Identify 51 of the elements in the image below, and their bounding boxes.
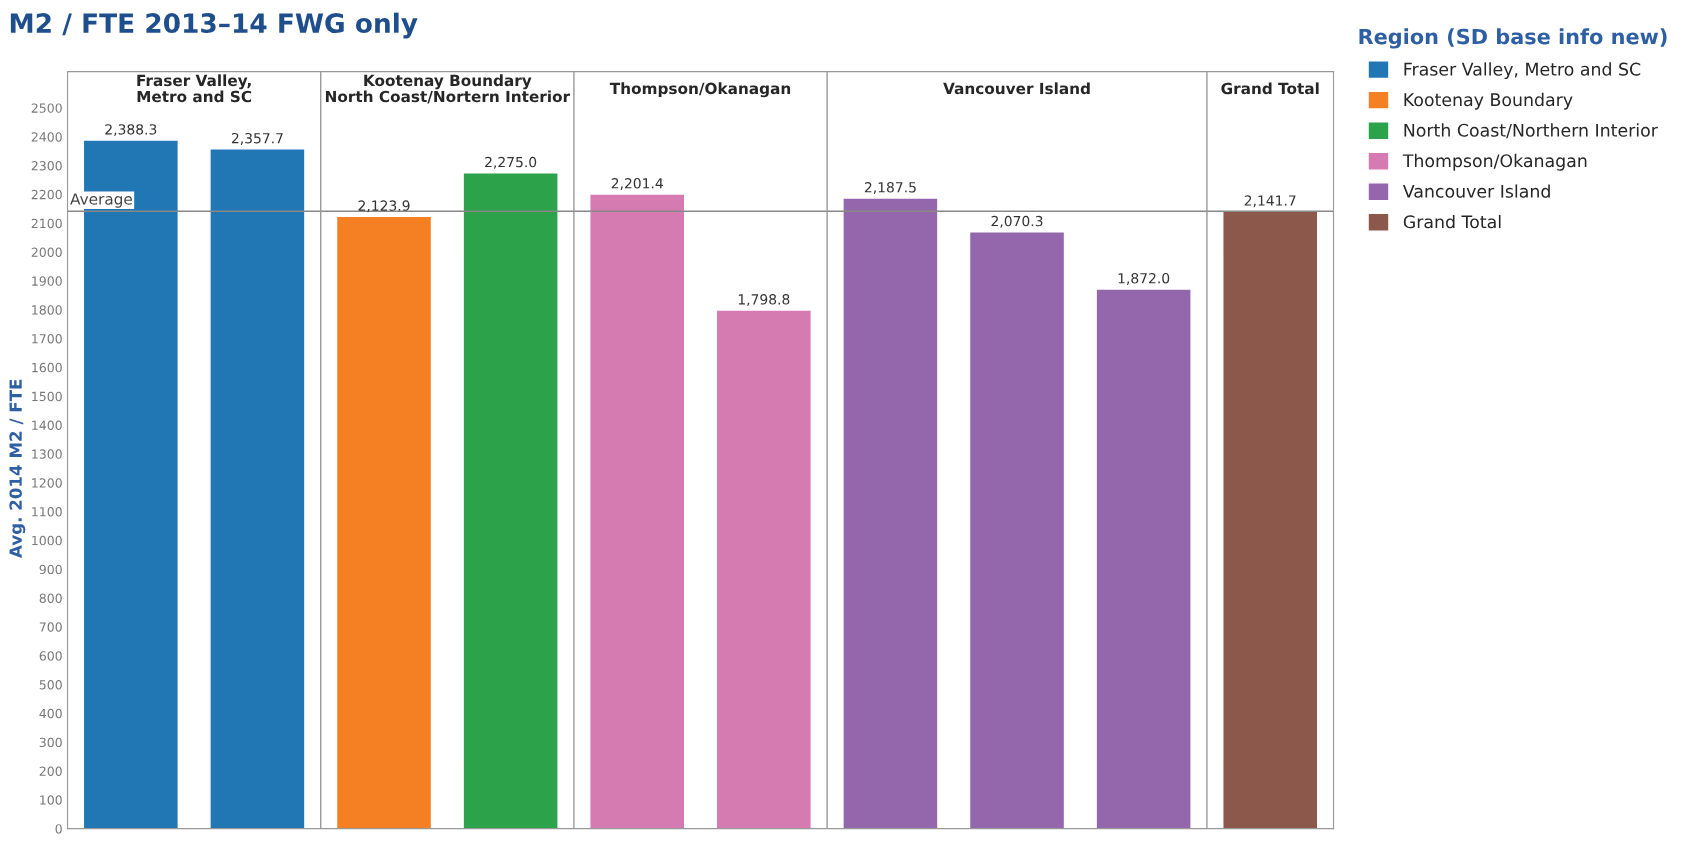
y-tick-label: 900 [39, 564, 62, 575]
y-tick-label: 100 [40, 795, 62, 805]
y-tick-label: 1700 [32, 334, 62, 344]
y-tick-label: 2400 [31, 132, 62, 142]
y-tick-label: 1200 [32, 478, 62, 488]
y-tick-label: 600 [39, 651, 62, 661]
y-tick-label: 2000 [31, 247, 62, 257]
data-label: 2,070.3 [991, 215, 1043, 228]
legend-title: Region (SD base info new) [1359, 28, 1667, 49]
y-axis-title: Avg. 2014 M2 / FTE [9, 379, 26, 558]
y-tick-label: 400 [39, 708, 62, 719]
data-label: 2,201.4 [611, 178, 663, 190]
legend-label: Kootenay Boundary [1404, 92, 1573, 110]
y-tick-label: 2200 [31, 189, 62, 200]
text: Kootenay Boundary North Coast/Nortern Interior [325, 74, 571, 104]
text: Grand Total [1221, 82, 1319, 95]
y-tick-label: 1100 [32, 507, 62, 517]
y-tick-label: 1400 [32, 420, 62, 430]
y-tick-label: 1000 [32, 535, 62, 546]
y-tick-label: 1900 [32, 276, 62, 286]
y-tick-label: 1300 [32, 449, 62, 459]
y-tick-label: 1500 [32, 391, 62, 402]
text: Fraser Valley, Metro and SC [137, 74, 252, 103]
data-label: 2,123.9 [358, 200, 410, 213]
data-label: 2,141.7 [1244, 195, 1296, 208]
y-tick-label: 0 [55, 824, 62, 834]
y-tick-label: 800 [39, 593, 62, 603]
data-label: 2,357.7 [231, 132, 283, 145]
data-label: 1,872.0 [1118, 272, 1170, 285]
y-tick-label: 2300 [31, 161, 62, 171]
y-tick-label: 200 [39, 766, 62, 776]
legend-label: Thompson/Okanagan [1402, 153, 1587, 171]
y-tick-label: 2500 [31, 103, 62, 113]
y-tick-label: 300 [39, 737, 62, 748]
data-label: 2,388.3 [105, 124, 157, 137]
legend-label: Grand Total [1403, 214, 1501, 229]
y-tick-label: 2100 [31, 218, 62, 229]
y-tick-label: 1800 [32, 305, 62, 315]
data-label: 2,187.5 [864, 182, 916, 194]
legend-label: North Coast/Northern Interior [1404, 123, 1658, 139]
ref-line-label: Average [70, 193, 132, 208]
data-label: 1,798.8 [738, 294, 790, 307]
data-label: 2,275.0 [485, 156, 537, 169]
text: Vancouver Island [943, 82, 1090, 95]
y-tick-label: 700 [39, 622, 62, 632]
y-tick-label: 500 [39, 679, 62, 690]
legend-label: Vancouver Island [1402, 184, 1550, 198]
legend-label: Fraser Valley, Metro and SC [1404, 62, 1641, 80]
y-tick-label: 1600 [32, 362, 62, 373]
chart-title: M2 / FTE 2013–14 FWG only [10, 12, 418, 39]
text: Thompson/Okanagan [609, 82, 791, 98]
